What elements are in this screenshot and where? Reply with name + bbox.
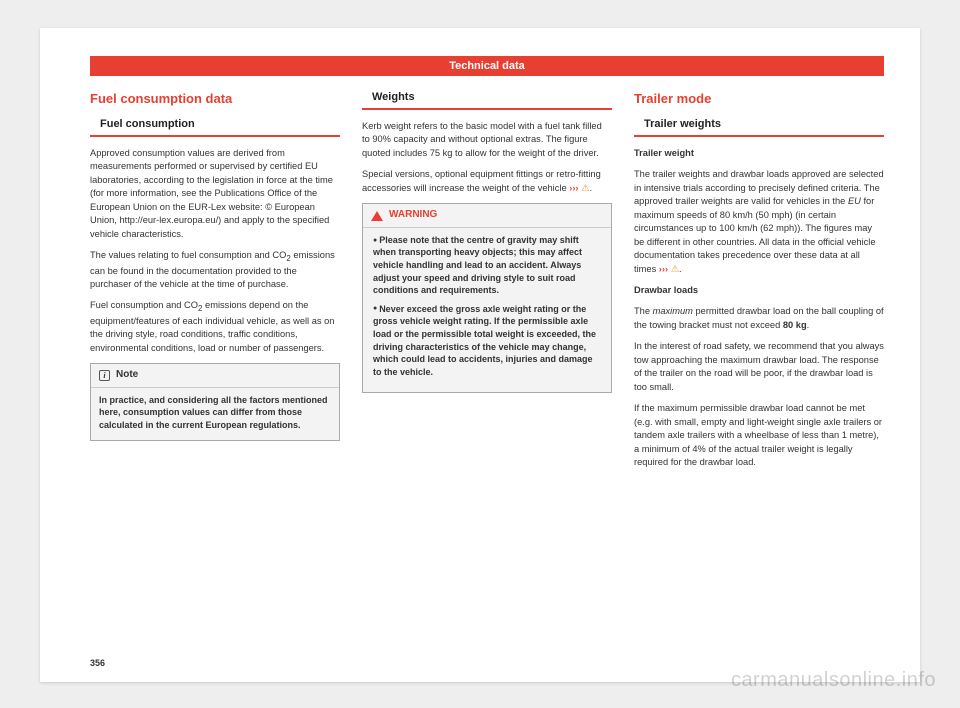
col1-subheading: Fuel consumption: [90, 117, 340, 137]
col3-sub2: Drawbar loads: [634, 284, 884, 297]
warning-item-2: Never exceed the gross axle weight ratin…: [373, 303, 601, 379]
column-1: Fuel consumption data Fuel consumption A…: [90, 90, 340, 478]
col1-p1: Approved consumption values are derived …: [90, 147, 340, 241]
col3-heading: Trailer mode: [634, 90, 884, 109]
col3-subheading: Trailer weights: [634, 117, 884, 137]
manual-page: Technical data Fuel consumption data Fue…: [40, 28, 920, 682]
col3-p2: The maximum permitted drawbar load on th…: [634, 305, 884, 332]
page-number: 356: [90, 658, 105, 668]
col3-sub1: Trailer weight: [634, 147, 884, 160]
col1-p2: The values relating to fuel consumption …: [90, 249, 340, 291]
info-icon: i: [99, 370, 110, 381]
watermark: carmanualsonline.info: [731, 669, 936, 692]
col3-p4: If the maximum permissible drawbar load …: [634, 402, 884, 469]
warning-header: WARNING: [363, 204, 611, 228]
warning-item-1: Please note that the centre of gravity m…: [373, 234, 601, 297]
header-title: Technical data: [449, 60, 525, 72]
column-3: Trailer mode Trailer weights Trailer wei…: [634, 90, 884, 478]
warning-triangle-icon: ⚠: [671, 264, 679, 274]
reference-link-icon: ›››: [659, 264, 668, 274]
header-bar: Technical data: [90, 56, 884, 76]
warning-icon: [371, 211, 383, 221]
col2-subheading: Weights: [362, 90, 612, 110]
note-title: Note: [116, 368, 138, 383]
col1-heading: Fuel consumption data: [90, 90, 340, 109]
warning-body: Please note that the centre of gravity m…: [363, 228, 611, 393]
content-columns: Fuel consumption data Fuel consumption A…: [90, 90, 884, 478]
col3-p3: In the interest of road safety, we recom…: [634, 340, 884, 394]
warning-triangle-icon: ⚠: [581, 183, 589, 193]
warning-box: WARNING Please note that the centre of g…: [362, 203, 612, 393]
reference-link-icon: ›››: [569, 183, 578, 193]
note-body: In practice, and considering all the fac…: [91, 388, 339, 440]
col2-p1: Kerb weight refers to the basic model wi…: [362, 120, 612, 160]
column-2: Weights Kerb weight refers to the basic …: [362, 90, 612, 478]
warning-title: WARNING: [389, 208, 437, 223]
note-header: i Note: [91, 364, 339, 388]
col3-p1: The trailer weights and drawbar loads ap…: [634, 168, 884, 276]
col2-p2: Special versions, optional equipment fit…: [362, 168, 612, 195]
col1-p3: Fuel consumption and CO2 emissions depen…: [90, 299, 340, 355]
note-box: i Note In practice, and considering all …: [90, 363, 340, 440]
